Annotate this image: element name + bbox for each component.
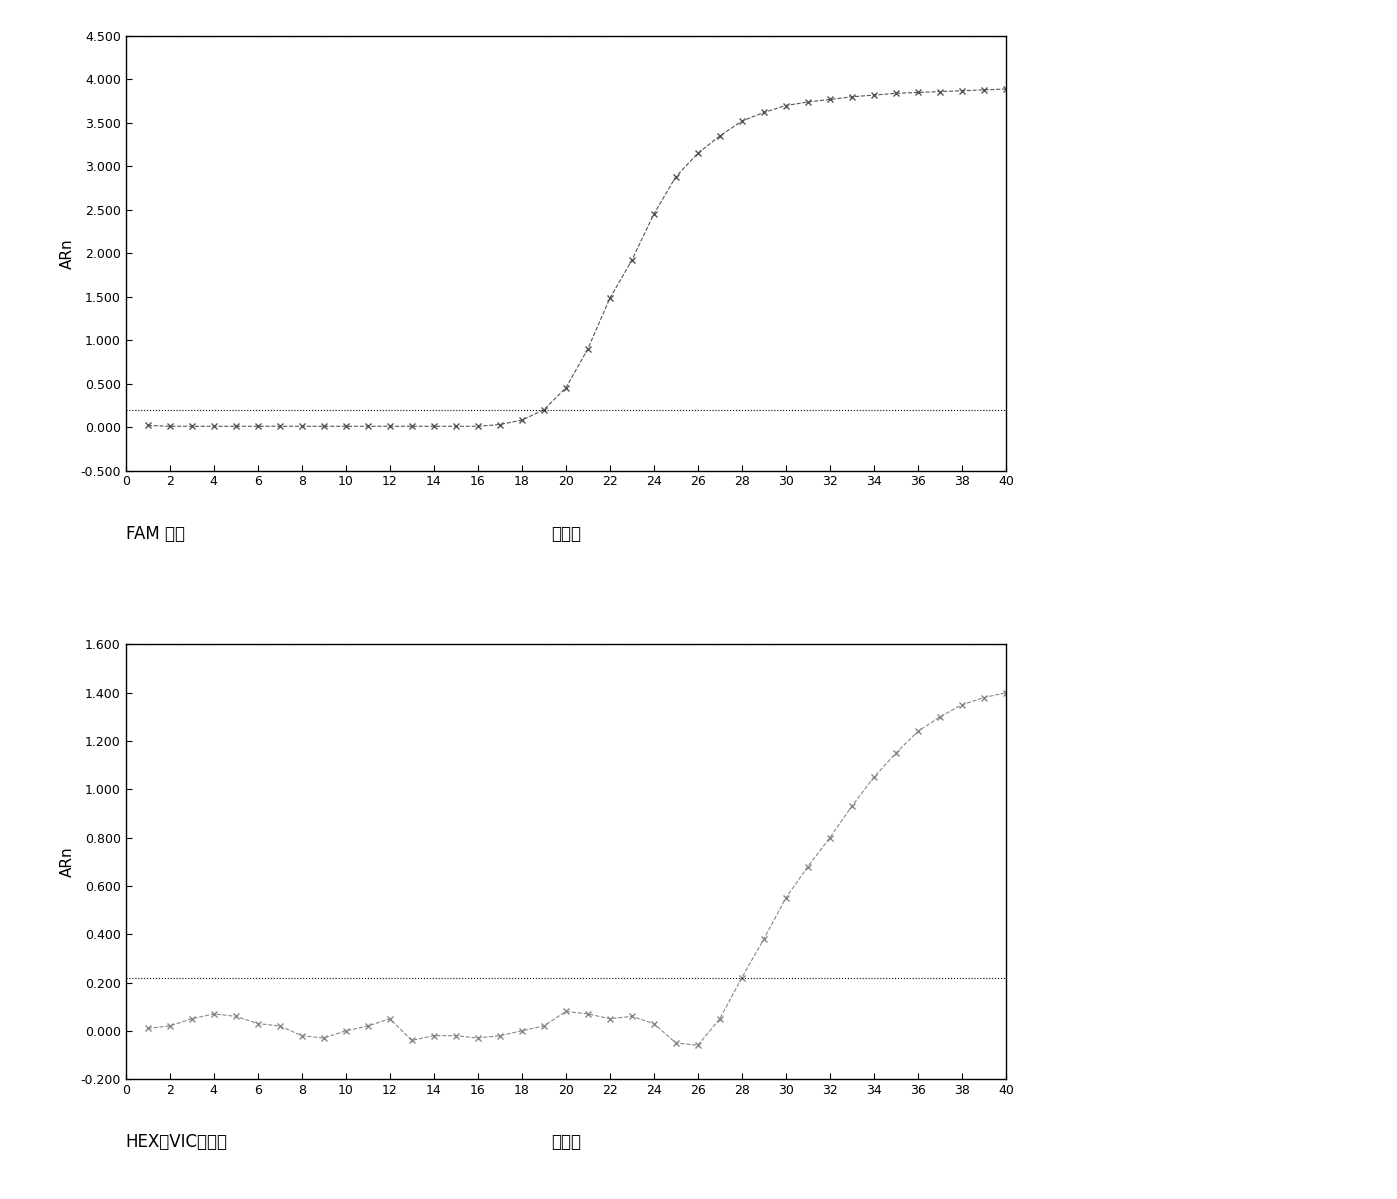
- Text: 循环数: 循环数: [550, 1133, 581, 1151]
- Text: FAM 通道: FAM 通道: [126, 525, 184, 543]
- Text: 循环数: 循环数: [550, 525, 581, 543]
- Y-axis label: ARn: ARn: [60, 846, 75, 878]
- Y-axis label: ARn: ARn: [60, 237, 75, 269]
- Text: HEX（VIC）通道: HEX（VIC）通道: [126, 1133, 228, 1151]
